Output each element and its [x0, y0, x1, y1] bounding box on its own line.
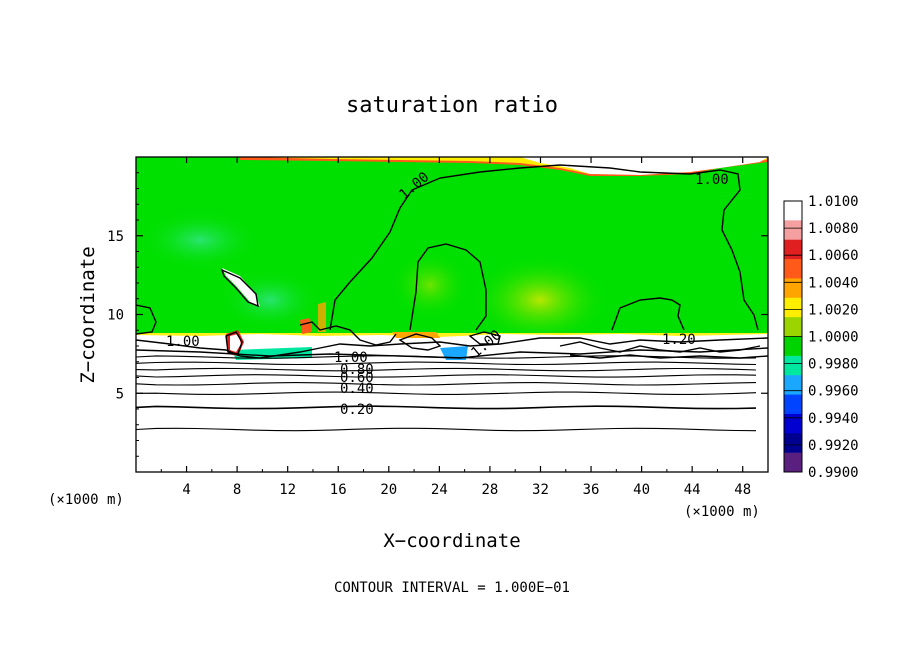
- yellow-patch: [470, 255, 610, 345]
- isoline: [136, 374, 757, 378]
- blue-patch: [440, 346, 468, 360]
- contour-label: 1.20: [662, 332, 696, 348]
- x-tick-label: 20: [380, 482, 397, 498]
- isoline: [136, 427, 757, 432]
- isoline: [136, 367, 757, 372]
- contour-label: 0.20: [340, 402, 374, 418]
- x-tick-label: 36: [583, 482, 600, 498]
- colorbar-swatch: [784, 239, 802, 260]
- colorbar-swatch: [784, 433, 802, 454]
- orange-patch: [300, 318, 312, 334]
- x-tick-label: 32: [532, 482, 549, 498]
- contour-label: 0.40: [340, 381, 374, 397]
- contour-label: 1.00: [166, 334, 200, 350]
- x-axis-ticks: 4 8 12 16 20 24 28 32 36 40 44 48: [160, 157, 751, 498]
- colorbar-swatch: [784, 259, 802, 279]
- colorbar-label: 1.0100: [808, 194, 859, 210]
- colorbar-swatch: [784, 220, 802, 241]
- contour-label: 1.00: [695, 172, 729, 188]
- colorbar-swatch: [784, 375, 802, 396]
- white-anomaly: [222, 268, 260, 306]
- x-axis-label: X−coordinate: [383, 530, 520, 552]
- subsaturated-region: [136, 334, 768, 472]
- colorbar-swatch: [784, 336, 802, 357]
- y-axis-ticks: 5 10 15: [107, 172, 768, 457]
- colorbar-label: 0.9940: [808, 411, 859, 427]
- colorbar-label: 0.9960: [808, 384, 859, 400]
- y-tick-label: 15: [107, 229, 124, 245]
- x-tick-label: 4: [182, 482, 190, 498]
- orange-patch: [318, 302, 326, 332]
- x-axis-unit-left: (×1000 m): [48, 492, 124, 508]
- x-tick-label: 44: [684, 482, 701, 498]
- contour-line: [398, 333, 442, 351]
- yellow-anomaly: [230, 334, 241, 352]
- isoline: [136, 391, 757, 395]
- colorbar-label: 1.0080: [808, 221, 859, 237]
- contour-line: [468, 331, 501, 345]
- contour-line: [299, 321, 397, 346]
- colorbar-label: 1.0040: [808, 275, 859, 291]
- colorbar-swatch: [784, 413, 802, 434]
- x-tick-label: 48: [734, 482, 751, 498]
- contour-label: 1.00: [334, 350, 368, 366]
- x-tick-label: 16: [330, 482, 347, 498]
- colorbar-swatch: [784, 317, 802, 337]
- isoline: [136, 355, 757, 359]
- contour-interval-note: CONTOUR INTERVAL = 1.000E−01: [334, 580, 570, 596]
- colorbar-swatch: [784, 355, 802, 376]
- isoline-group: [136, 355, 757, 432]
- orange-patch: [392, 332, 440, 338]
- contour-line: [559, 341, 761, 353]
- colorbar-swatch: [784, 297, 802, 318]
- contour-line: [409, 243, 487, 331]
- colorbar-swatch: [784, 278, 802, 299]
- yellow-patch: [390, 250, 470, 320]
- colorbar-label: 0.9920: [808, 438, 859, 454]
- chart-title: saturation ratio: [346, 93, 558, 118]
- x-axis-unit-right: (×1000 m): [684, 504, 760, 520]
- colorbar-swatch: [784, 201, 802, 221]
- x-tick-label: 12: [279, 482, 296, 498]
- y-tick-label: 5: [116, 386, 124, 402]
- contour-line: [220, 268, 259, 308]
- x-tick-label: 8: [233, 482, 241, 498]
- contour-line: [611, 297, 685, 331]
- contour-label: 0.60: [340, 370, 374, 386]
- colorbar-label: 1.0020: [808, 302, 859, 318]
- colorbar-label: 0.9900: [808, 465, 859, 481]
- cyan-patch: [140, 210, 260, 270]
- y-tick-label: 10: [107, 308, 124, 324]
- x-tick-label: 28: [481, 482, 498, 498]
- isoline: [136, 382, 757, 386]
- colorbar-label: 1.0000: [808, 330, 859, 346]
- plot-area: [136, 157, 768, 472]
- contour-line: [329, 164, 759, 331]
- colorbar: 1.0100 1.0080 1.0060 1.0040 1.0020 1.0000 0.99…: [783, 194, 859, 481]
- contour-label: 0.80: [340, 362, 374, 378]
- colorbar-swatch: [784, 394, 802, 415]
- x-tick-label: 24: [431, 482, 448, 498]
- colorbar-label: 0.9980: [808, 357, 859, 373]
- y-axis-label: Z−coordinate: [77, 246, 99, 383]
- contour-line: [136, 304, 157, 335]
- isoline: [136, 405, 757, 410]
- contour-line: [225, 331, 243, 355]
- colorbar-label: 1.0060: [808, 248, 859, 264]
- colorbar-swatch: [784, 452, 802, 473]
- isoline: [136, 361, 757, 366]
- x-tick-label: 40: [633, 482, 650, 498]
- top-saturation-white: [520, 157, 768, 175]
